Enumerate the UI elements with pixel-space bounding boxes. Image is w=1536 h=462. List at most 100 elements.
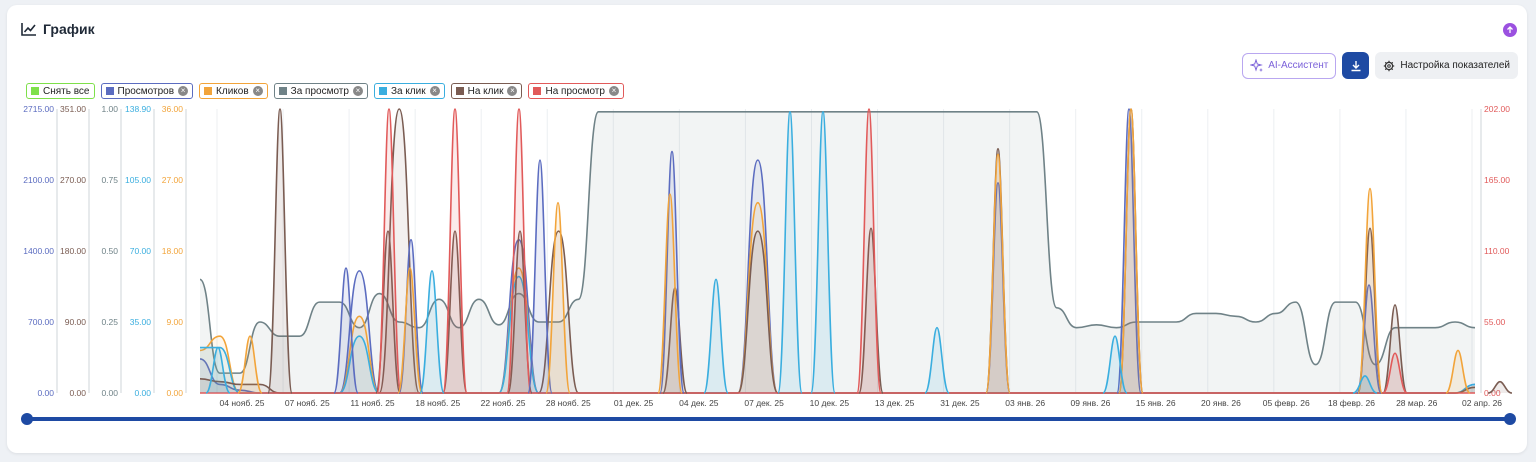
peak-line [397, 267, 423, 394]
legend-swatch [105, 87, 114, 95]
peak-line [1118, 108, 1144, 394]
x-tick-label: 31 дек. 25 [940, 398, 980, 408]
chart-card: График AI-Ассистент Настройка показателе… [7, 5, 1527, 453]
x-tick-label: 04 дек. 25 [679, 398, 719, 408]
x-tick-label: 28 мар. 26 [1396, 398, 1438, 408]
x-tick-label: 11 нояб. 25 [350, 398, 395, 408]
page-title: График [43, 21, 95, 37]
legend-swatch [455, 87, 464, 95]
legend-chip[interactable]: За клик × [373, 83, 445, 99]
peak-line [376, 108, 402, 394]
peak-area [1383, 304, 1407, 393]
ai-assistant-button[interactable]: AI-Ассистент [1242, 52, 1337, 79]
x-tick-label: 15 янв. 26 [1136, 398, 1176, 408]
close-icon[interactable]: × [429, 86, 440, 96]
peak-area [857, 109, 881, 393]
legend-chip[interactable]: На просмотр × [528, 83, 624, 99]
legend-label: За клик [390, 85, 426, 97]
settings-button[interactable]: Настройка показателей [1375, 52, 1518, 79]
peak-line [333, 267, 359, 394]
x-tick-label: 04 нояб. 25 [220, 398, 265, 408]
series-area [200, 276, 1475, 393]
peak-line [267, 108, 293, 394]
peak-line [1357, 187, 1383, 394]
peak-line [985, 153, 1011, 394]
close-icon[interactable]: × [352, 86, 363, 96]
y-tick-label: 270.00 [60, 175, 86, 185]
peak-area [398, 268, 422, 393]
legend-swatch [278, 87, 287, 95]
peak-line [205, 346, 231, 394]
y-tick-label: 700.00 [28, 317, 54, 327]
close-icon[interactable]: × [507, 86, 518, 96]
range-slider-handle[interactable] [21, 413, 33, 425]
peak-area [1358, 188, 1382, 393]
peak-area [268, 109, 292, 393]
close-icon[interactable]: × [252, 86, 263, 96]
chart-area: 2715.00 2100.00 1400.00 700.00 0.00 351.00 270… [21, 104, 1516, 425]
peak-area [420, 270, 444, 393]
peak-area [507, 109, 531, 393]
legend-chip[interactable]: За просмотр × [273, 83, 368, 99]
peak-area [925, 327, 949, 393]
gear-icon [1384, 60, 1395, 71]
peak-line [442, 108, 468, 394]
y-tick-label: 27.00 [162, 175, 184, 185]
peak-line [545, 201, 571, 394]
peak-area [778, 111, 802, 393]
download-icon [1351, 60, 1361, 71]
y-tick-label: 1.00 [101, 104, 118, 114]
range-slider-handle[interactable] [1504, 413, 1516, 425]
series-area [200, 202, 1475, 393]
legend-swatch [204, 87, 213, 95]
peak-area [238, 336, 262, 393]
x-tick-label: 07 нояб. 25 [285, 398, 330, 408]
peak-area [508, 231, 532, 393]
close-icon[interactable]: × [178, 86, 189, 96]
peak-area [443, 231, 467, 393]
peak-line [924, 326, 950, 394]
legend-label: За просмотр [290, 85, 349, 97]
y-tick-label: 0.00 [101, 388, 118, 398]
peak-area [986, 148, 1010, 393]
y-tick-label: 35.00 [130, 317, 152, 327]
legend-chip[interactable]: Просмотров × [100, 83, 194, 99]
peak-area [377, 109, 401, 393]
legend-chip[interactable]: Кликов × [199, 83, 268, 99]
peak-area [1358, 228, 1382, 393]
download-button[interactable] [1342, 52, 1370, 79]
peak-line [1116, 108, 1142, 394]
y-tick-label: 70.00 [130, 246, 152, 256]
legend-label: На просмотр [545, 85, 605, 97]
peak-area [528, 160, 552, 393]
peak-line [810, 111, 836, 394]
peak-line [1102, 335, 1128, 394]
arrow-up-circle-icon[interactable] [1503, 23, 1517, 37]
legend-chip[interactable]: Снять все [26, 83, 95, 99]
x-tick-label: 03 янв. 26 [1005, 398, 1045, 408]
peak-line [659, 150, 685, 394]
ai-assistant-label: AI-Ассистент [1268, 60, 1329, 71]
x-tick-label: 18 нояб. 25 [415, 398, 460, 408]
x-tick-label: 07 дек. 25 [744, 398, 784, 408]
y-tick-label: 0.75 [101, 175, 118, 185]
peak-area [1446, 350, 1470, 393]
peak-area [704, 279, 728, 393]
y-tick-label: 18.00 [162, 246, 184, 256]
y-tick-label: 110.00 [1484, 246, 1510, 256]
peak-area [206, 347, 230, 393]
x-tick-label: 05 февр. 26 [1263, 398, 1310, 408]
toolbar: AI-Ассистент Настройка показателей [1242, 52, 1518, 79]
legend-chip[interactable]: На клик × [450, 83, 523, 99]
y-tick-label: 0.00 [134, 388, 151, 398]
y-tick-label: 2715.00 [23, 104, 54, 114]
peak-line [777, 111, 803, 394]
legend-label: Кликов [216, 85, 249, 97]
y-tick-label: 165.00 [1484, 175, 1510, 185]
legend-label: Снять все [43, 85, 90, 97]
peak-area [811, 111, 835, 393]
y-tick-label: 180.00 [60, 246, 86, 256]
peak-area [1103, 336, 1127, 393]
close-icon[interactable]: × [608, 86, 619, 96]
peak-area [376, 231, 400, 393]
